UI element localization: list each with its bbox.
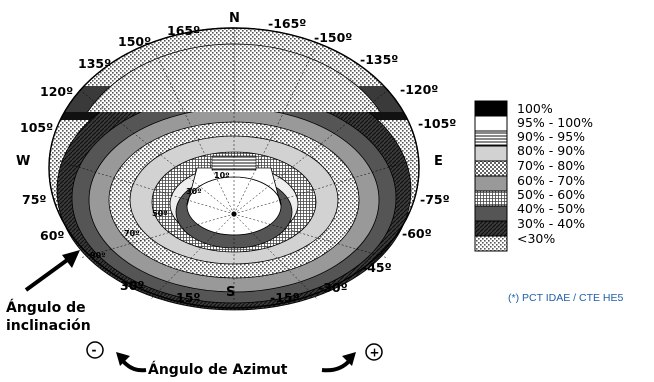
- legend-swatch-30: [474, 220, 508, 237]
- azimuth-label: 60º: [40, 228, 64, 243]
- zenith-dot: [231, 211, 237, 217]
- cardinal-south: S: [226, 285, 235, 300]
- cardinal-east: E: [434, 154, 443, 169]
- tilt-labels: 10º 30º 50º 70º 90º: [90, 171, 230, 260]
- tilt-label-90: 90º: [90, 251, 106, 260]
- legend-label: 90% - 95%: [517, 129, 585, 144]
- legend-swatch-95: [474, 115, 508, 132]
- dome-body: [48, 27, 420, 311]
- cardinal-north: N: [229, 11, 240, 26]
- azimut-left-arrow: [120, 358, 147, 373]
- inclination-arrow: [24, 250, 80, 292]
- legend-swatch-50: [474, 190, 508, 207]
- minus-sign: -: [92, 343, 97, 357]
- azimuth-label: -75º: [420, 192, 450, 207]
- azimuth-label: -30º: [318, 280, 348, 295]
- azimuth-label: -15º: [270, 290, 300, 305]
- cardinal-west: W: [16, 154, 30, 169]
- legend-label: 50% - 60%: [517, 187, 585, 202]
- azimut-caption: Ángulo de Azimut: [148, 361, 288, 378]
- azimuth-label: -150º: [314, 30, 352, 45]
- azimuth-label: 135º: [78, 56, 111, 71]
- legend-label: 70% - 80%: [517, 158, 585, 173]
- legend-swatch-70: [474, 160, 508, 177]
- source-note: (*) PCT IDAE / CTE HE5: [508, 292, 623, 304]
- azimuth-label: 75º: [22, 192, 46, 207]
- meridian-lines: [54, 28, 414, 308]
- azimuth-label: 120º: [40, 84, 73, 99]
- azimuth-label: 30º: [120, 278, 144, 293]
- legend-label: 60% - 70%: [517, 173, 585, 188]
- azimuth-label: -165º: [268, 16, 306, 31]
- legend-label: 95% - 100%: [517, 115, 593, 130]
- azimuth-label: -105º: [418, 116, 456, 131]
- azimuth-label: 15º: [176, 290, 200, 305]
- minus-icon: [86, 341, 104, 359]
- legend: 100% 95% - 100% 90% - 95% 80% - 90% 70% …: [474, 100, 593, 252]
- plus-icon: [365, 343, 383, 361]
- legend-label: 30% - 40%: [517, 216, 585, 231]
- azimuth-label: 105º: [20, 120, 53, 135]
- tilt-label-30: 30º: [186, 187, 202, 196]
- legend-label: <30%: [517, 231, 555, 246]
- azimuth-label: 165º: [167, 23, 200, 38]
- legend-label: 100%: [517, 101, 553, 116]
- azimut-right-arrow: [321, 358, 352, 373]
- legend-swatch-90: [474, 130, 508, 147]
- legend-swatch-80: [474, 145, 508, 162]
- azimuth-labels: 165º 150º 135º 120º 105º 75º 60º 30º 15º…: [20, 16, 456, 305]
- azimuth-label: -45º: [362, 260, 392, 275]
- tilt-label-10: 10º: [214, 171, 230, 180]
- tilt-caption-line2: inclinación: [6, 318, 91, 334]
- tilt-label-70: 70º: [124, 229, 140, 238]
- legend-label: 80% - 90%: [517, 143, 585, 158]
- tilt-caption-line1: Ángulo de: [6, 299, 86, 316]
- azimuth-label: -60º: [402, 226, 432, 241]
- azimuth-label: -120º: [400, 82, 438, 97]
- tilt-label-50: 50º: [152, 209, 168, 218]
- legend-swatch-100: [474, 100, 508, 117]
- legend-swatch-60: [474, 175, 508, 192]
- plus-sign: +: [370, 346, 380, 360]
- azimuth-label: -135º: [360, 52, 398, 67]
- legend-swatch-under-30: [474, 235, 508, 252]
- azimut-caption-group: - Ángulo de Azimut +: [86, 341, 383, 378]
- legend-label: 40% - 50%: [517, 201, 585, 216]
- legend-swatch-40: [474, 205, 508, 222]
- azimuth-label: 150º: [118, 34, 151, 49]
